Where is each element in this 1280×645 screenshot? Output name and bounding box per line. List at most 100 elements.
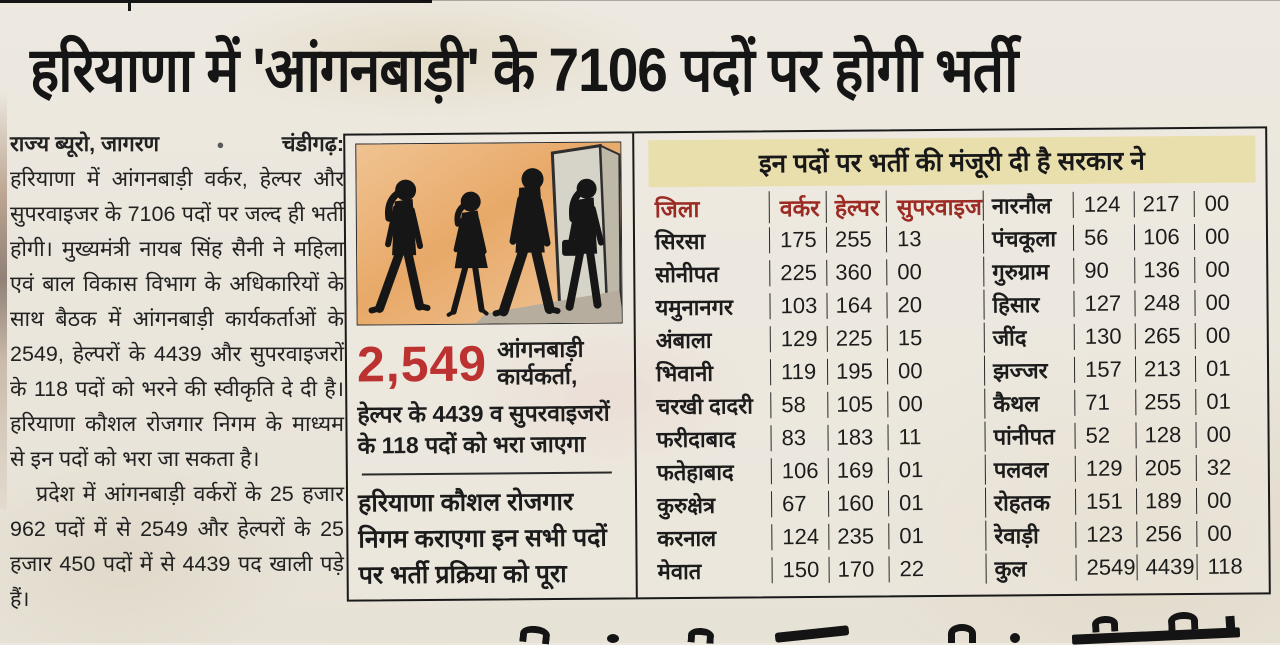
- count-cell: 183: [827, 423, 888, 451]
- count-cell: 01: [887, 489, 986, 516]
- count-cell: 83: [770, 424, 828, 451]
- count-cell: 157: [1073, 355, 1136, 383]
- col-header-district: जिला: [654, 195, 700, 222]
- count-cell: 225: [769, 259, 827, 286]
- count-cell: 56: [1072, 223, 1135, 251]
- district-cell: फतेहाबाद: [656, 459, 734, 485]
- district-cell: अंबाला: [655, 327, 712, 353]
- table-row: गुरुग्राम 90 136 00: [983, 252, 1265, 287]
- page-top-tick: [128, 0, 131, 11]
- count-cell: 67: [770, 490, 829, 517]
- table-right-half: नारनौल 124 217 00 पंचकूला 56 106 00 गुरुग्राम 90 1…: [982, 186, 1267, 584]
- col-header-supervisor: सुपरवाइजर: [885, 189, 983, 222]
- count-cell: 00: [1196, 519, 1267, 547]
- count-cell: 151: [1074, 487, 1137, 515]
- count-cell: 189: [1135, 487, 1197, 514]
- count-cell: 105: [827, 390, 888, 418]
- count-cell: 58: [770, 391, 828, 418]
- district-cell: रोहतक: [984, 486, 1076, 518]
- page-top-rule: [0, 0, 432, 3]
- key-figure-label: आंगनबाड़ी कार्यकर्ता,: [496, 335, 584, 390]
- table-row: हिसार 127 248 00: [983, 285, 1265, 320]
- byline: राज्य ब्यूरो, जागरण: [10, 132, 160, 156]
- district-cell: मेवात: [657, 558, 702, 584]
- table-row: भिवानी 119 195 00: [652, 354, 985, 390]
- table-row: मेवात 150 170 22: [653, 552, 986, 588]
- district-cell: चरखी दादरी: [656, 392, 753, 419]
- infobox-divider: [361, 471, 612, 476]
- table-left-half: जिला वर्कर हेल्पर सुपरवाइजर सिरसा 175 255 1…: [651, 189, 986, 588]
- count-cell: 00: [1195, 486, 1267, 514]
- count-cell: 225: [826, 324, 887, 352]
- count-cell: 248: [1134, 289, 1195, 316]
- table-left-rows: सिरसा 175 255 13 सोनीपत 225 360 00 यमुनानगर 103 16…: [651, 222, 986, 588]
- district-cell: हिसार: [983, 288, 1074, 320]
- count-cell: 235: [828, 522, 889, 550]
- count-cell: 11: [887, 423, 985, 450]
- table-row: कुरुक्षेत्र 67 160 01: [653, 486, 986, 522]
- count-cell: 00: [1193, 222, 1265, 250]
- article-paragraph-2: प्रदेश में आंगनबाड़ी वर्करों के 25 हजार …: [10, 482, 344, 611]
- table-row: पलवल 129 205 32: [984, 450, 1266, 485]
- table-row: करनाल 124 235 01: [653, 519, 986, 555]
- table-title: इन पदों पर भर्ती की मंजूरी दी है सरकार न…: [648, 135, 1256, 188]
- byline-bullet-icon: ●: [216, 137, 225, 152]
- count-cell: 01: [888, 522, 986, 549]
- table-row: फतेहाबाद 106 169 01: [653, 453, 985, 489]
- count-cell: 71: [1074, 388, 1136, 416]
- district-cell: झज्जर: [983, 354, 1075, 386]
- district-cell: रेवाड़ी: [985, 519, 1076, 551]
- count-cell: 195: [826, 357, 888, 385]
- count-cell: 205: [1135, 454, 1196, 481]
- count-cell: 170: [828, 555, 889, 583]
- count-cell: 256: [1136, 520, 1197, 547]
- key-figure-number: 2,549: [356, 335, 488, 393]
- infobox-frame: 2,549 आंगनबाड़ी कार्यकर्ता, हेल्पर के 44…: [343, 126, 1271, 602]
- district-cell: नारनौल: [982, 189, 1073, 221]
- count-cell: 00: [886, 258, 984, 285]
- table-row: रोहतक 151 189 00: [984, 483, 1267, 518]
- district-cell: जींद: [983, 321, 1074, 353]
- col-header-helper: हेल्पर: [825, 189, 886, 223]
- dateline: चंडीगढ़:: [281, 132, 344, 156]
- count-cell: 130: [1073, 322, 1135, 350]
- district-cell: सिरसा: [654, 228, 706, 254]
- infobox-footer-text: हरियाणा कौशल रोजगार निगम कराएगा इन सभी प…: [357, 487, 607, 590]
- district-cell: सोनीपत: [655, 261, 719, 287]
- count-cell: 127: [1073, 289, 1135, 317]
- col-header-worker: वर्कर: [768, 190, 826, 223]
- key-figure-row: 2,549 आंगनबाड़ी कार्यकर्ता,: [357, 333, 624, 393]
- count-cell: 129: [769, 325, 827, 352]
- count-cell: 106: [1133, 223, 1195, 250]
- count-cell: 129: [1074, 454, 1136, 482]
- table-row: यमुनानगर 103 164 20: [651, 288, 984, 324]
- table-row: नारनौल 124 217 00: [982, 186, 1264, 221]
- count-cell: 00: [1194, 255, 1265, 283]
- count-cell: 119: [769, 358, 828, 385]
- district-cell: पांनीपत: [984, 420, 1075, 452]
- article-column: राज्य ब्यूरो, जागरण ● चंडीगढ़: हरियाणा म…: [10, 127, 344, 617]
- count-cell: 175: [768, 226, 827, 253]
- count-cell: 160: [827, 489, 889, 517]
- count-cell: 32: [1195, 453, 1266, 481]
- torn-paper-edge: [0, 90, 7, 510]
- table-right-rows: नारनौल 124 217 00 पंचकूला 56 106 00 गुरुग्राम 90 1…: [982, 186, 1267, 584]
- count-cell: 136: [1134, 256, 1195, 283]
- table-row: पांनीपत 52 128 00: [984, 417, 1266, 452]
- count-cell: 255: [825, 225, 887, 253]
- count-cell: 00: [886, 357, 985, 384]
- district-cell: कुरुक्षेत्र: [657, 492, 716, 518]
- table-row: कैथल 71 255 01: [984, 384, 1266, 419]
- count-cell: 118: [1196, 552, 1267, 580]
- article-paragraph-1: हरियाणा में आंगनबाड़ी वर्कर, हेल्पर और स…: [10, 167, 344, 471]
- count-cell: 15: [886, 324, 984, 351]
- recruitment-table-pane: इन पदों पर भर्ती की मंजूरी दी है सरकार न…: [636, 128, 1269, 597]
- count-cell: 123: [1075, 520, 1137, 548]
- count-cell: 4439: [1136, 553, 1197, 580]
- table-row: अंबाला 129 225 15: [652, 321, 984, 357]
- count-cell: 103: [769, 292, 827, 319]
- count-cell: 2549: [1075, 553, 1137, 581]
- count-cell: 01: [887, 456, 985, 483]
- district-cell: करनाल: [657, 525, 717, 551]
- district-cell: कैथल: [984, 387, 1075, 419]
